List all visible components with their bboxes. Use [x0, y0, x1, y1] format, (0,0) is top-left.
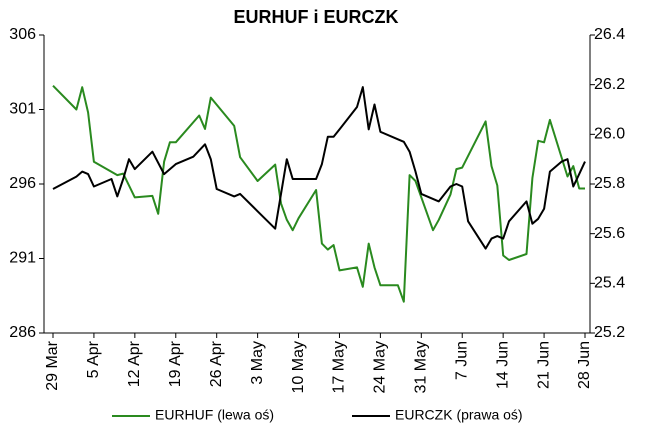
legend-label: EURCZK (prawa oś)	[395, 407, 523, 423]
x-tick-label: 5 Apr	[85, 340, 102, 378]
x-tick-label: 31 May	[413, 341, 430, 393]
y-tick-label: 301	[9, 101, 36, 118]
y-tick-label: 291	[9, 250, 36, 267]
x-tick-label: 29 Mar	[44, 340, 61, 390]
x-tick-label: 14 Jun	[494, 341, 511, 389]
y-tick-label: 296	[9, 175, 36, 192]
series-line	[52, 86, 586, 250]
chart-title: EURHUF i EURCZK	[234, 7, 399, 27]
y2-tick-label: 26.4	[594, 26, 625, 43]
y2-tick-label: 25.6	[594, 225, 625, 242]
x-tick-label: 26 Apr	[208, 340, 225, 387]
x-tick-label: 3 May	[249, 341, 266, 385]
y2-tick-label: 25.2	[594, 324, 625, 341]
x-tick-label: 17 May	[331, 341, 348, 393]
x-tick-label: 19 Apr	[167, 340, 184, 387]
x-tick-label: 28 Jun	[576, 341, 593, 389]
y-tick-label: 306	[9, 26, 36, 43]
series-line	[52, 84, 585, 303]
x-tick-label: 10 May	[290, 341, 307, 393]
x-tick-label: 7 Jun	[453, 341, 470, 380]
y2-tick-label: 25.8	[594, 175, 625, 192]
y2-tick-label: 26.2	[594, 76, 625, 93]
legend-label: EURHUF (lewa oś)	[155, 407, 274, 423]
y-tick-label: 286	[9, 324, 36, 341]
x-tick-label: 12 Apr	[126, 340, 143, 387]
x-tick-label: 24 May	[372, 341, 389, 393]
x-tick-label: 21 Jun	[535, 341, 552, 389]
y2-tick-label: 26.0	[594, 126, 625, 143]
y2-tick-label: 25.4	[594, 275, 625, 292]
